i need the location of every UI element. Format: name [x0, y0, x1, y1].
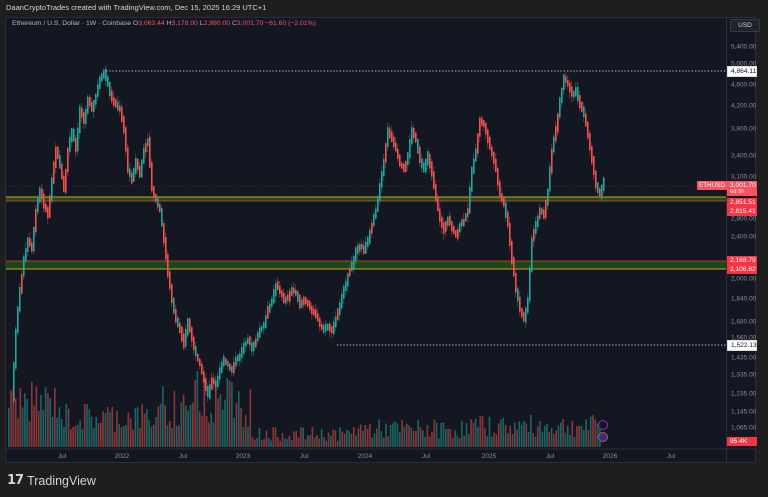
event-marker-icon[interactable]: [598, 420, 608, 430]
price-tick-label: 5,400.00: [731, 43, 757, 51]
time-tick-label: 2025: [481, 453, 497, 460]
close-value: 3,001.70: [236, 20, 264, 27]
time-tick-label: 2024: [357, 453, 373, 460]
price-tick-label: 1,560.00: [731, 334, 757, 342]
price-badge: 2,106.82: [727, 265, 757, 274]
price-tick-label: 1,435.00: [731, 354, 757, 362]
price-tick-label: 2,400.00: [731, 233, 757, 241]
countdown-label: 6d 9h: [730, 189, 745, 195]
time-tick-label: Jul: [421, 453, 431, 460]
tradingview-mark-icon: 17: [7, 473, 24, 488]
time-tick-label: Jul: [57, 453, 67, 460]
high-value: 3,178.00: [171, 20, 198, 27]
low-value: 2,990.00: [203, 20, 231, 27]
price-tick-label: 1,065.00: [731, 424, 757, 432]
change-value: −61.60 (−2.01%): [265, 20, 316, 27]
price-badge: 1,522.13: [727, 340, 757, 351]
symbol-legend: Ethereum / U.S. Dollar · 1W · Coinbase O…: [12, 20, 316, 27]
time-tick-label: 2022: [114, 453, 130, 460]
tradingview-logo: 17 TradingView: [7, 473, 96, 488]
price-tick-label: 2,800.00: [731, 215, 757, 223]
time-tick-label: Jul: [299, 453, 309, 460]
price-tick-label: 4,200.00: [731, 102, 757, 110]
symbol-price-tag: ETHUSD: [697, 181, 727, 190]
price-tick-label: 2,000.00: [731, 275, 757, 283]
price-badge: 4,864.11: [727, 66, 757, 77]
price-axis-divider: [726, 17, 727, 463]
us-economic-event-icon[interactable]: [598, 432, 608, 442]
time-tick-label: 2023: [235, 453, 251, 460]
price-tick-label: 4,600.00: [731, 81, 757, 89]
currency-button[interactable]: USD: [730, 19, 760, 32]
time-tick-label: Jul: [545, 453, 555, 460]
time-tick-label: 2026: [602, 453, 618, 460]
price-badge: 3,001.70 6d 9h: [727, 181, 757, 196]
price-badge: 2,168.79: [727, 256, 757, 265]
price-badge: 2,815.41: [727, 207, 757, 216]
time-tick-label: Jul: [666, 453, 676, 460]
price-tick-label: 1,680.00: [731, 318, 757, 326]
tradingview-wordmark: TradingView: [27, 473, 96, 488]
price-tick-label: 1,235.00: [731, 390, 757, 398]
chart-credit: DaanCryptoTrades created with TradingVie…: [6, 3, 267, 12]
time-tick-label: Jul: [178, 453, 188, 460]
chart-frame[interactable]: [5, 17, 756, 463]
price-badge: 95.4K: [727, 437, 757, 446]
price-tick-label: 1,145.00: [731, 408, 757, 416]
price-tick-label: 1,840.00: [731, 295, 757, 303]
open-value: 3,063.44: [138, 20, 165, 27]
price-tick-label: 3,100.00: [731, 173, 757, 181]
symbol-description[interactable]: Ethereum / U.S. Dollar · 1W · Coinbase: [12, 20, 131, 27]
price-tick-label: 1,335.00: [731, 371, 757, 379]
price-tick-label: 3,400.00: [731, 152, 757, 160]
price-tick-label: 3,800.00: [731, 125, 757, 133]
price-tick-label: 5,000.00: [731, 60, 757, 68]
price-badge: 2,851.51: [727, 198, 757, 207]
